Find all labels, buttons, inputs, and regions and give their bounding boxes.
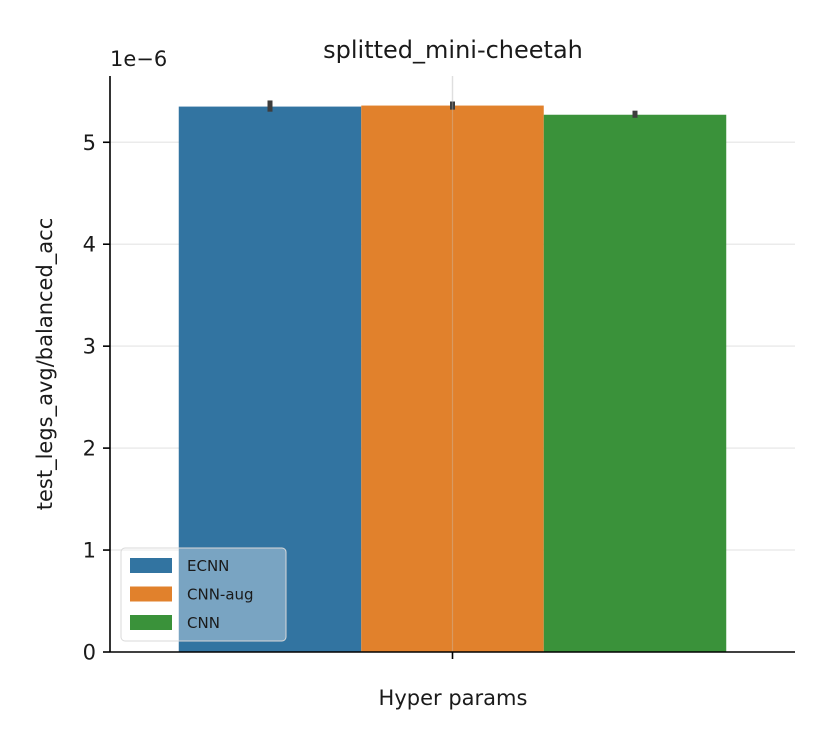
y-tick-label: 1 [83,539,96,563]
chart-title: splitted_mini-cheetah [323,36,583,64]
y-tick-label: 2 [83,437,96,461]
legend-label-ecnn: ECNN [187,557,229,575]
legend-label-cnn: CNN [187,614,220,632]
ticks-layer: 0 1 2 3 4 5 [83,131,454,665]
bar-cnn-aug [361,105,544,653]
y-tick-label: 4 [83,233,96,257]
y-tick-label: 3 [83,335,96,359]
legend-swatch-ecnn [130,558,172,573]
error-bars-layer [267,76,638,652]
y-scale-label: 1e−6 [110,47,167,71]
y-tick-label: 5 [83,131,96,155]
y-tick-label: 0 [83,641,96,665]
legend: ECNN CNN-aug CNN [120,547,287,642]
x-axis-label: Hyper params [379,686,528,710]
legend-swatch-cnn [130,615,172,630]
bars-layer [178,105,727,653]
legend-swatch-cnn-aug [130,586,172,602]
bar-ecnn [178,106,362,653]
bar-cnn [543,114,727,653]
legend-label-cnn-aug: CNN-aug [187,586,254,604]
y-axis-label: test_legs_avg/balanced_acc [33,218,58,511]
